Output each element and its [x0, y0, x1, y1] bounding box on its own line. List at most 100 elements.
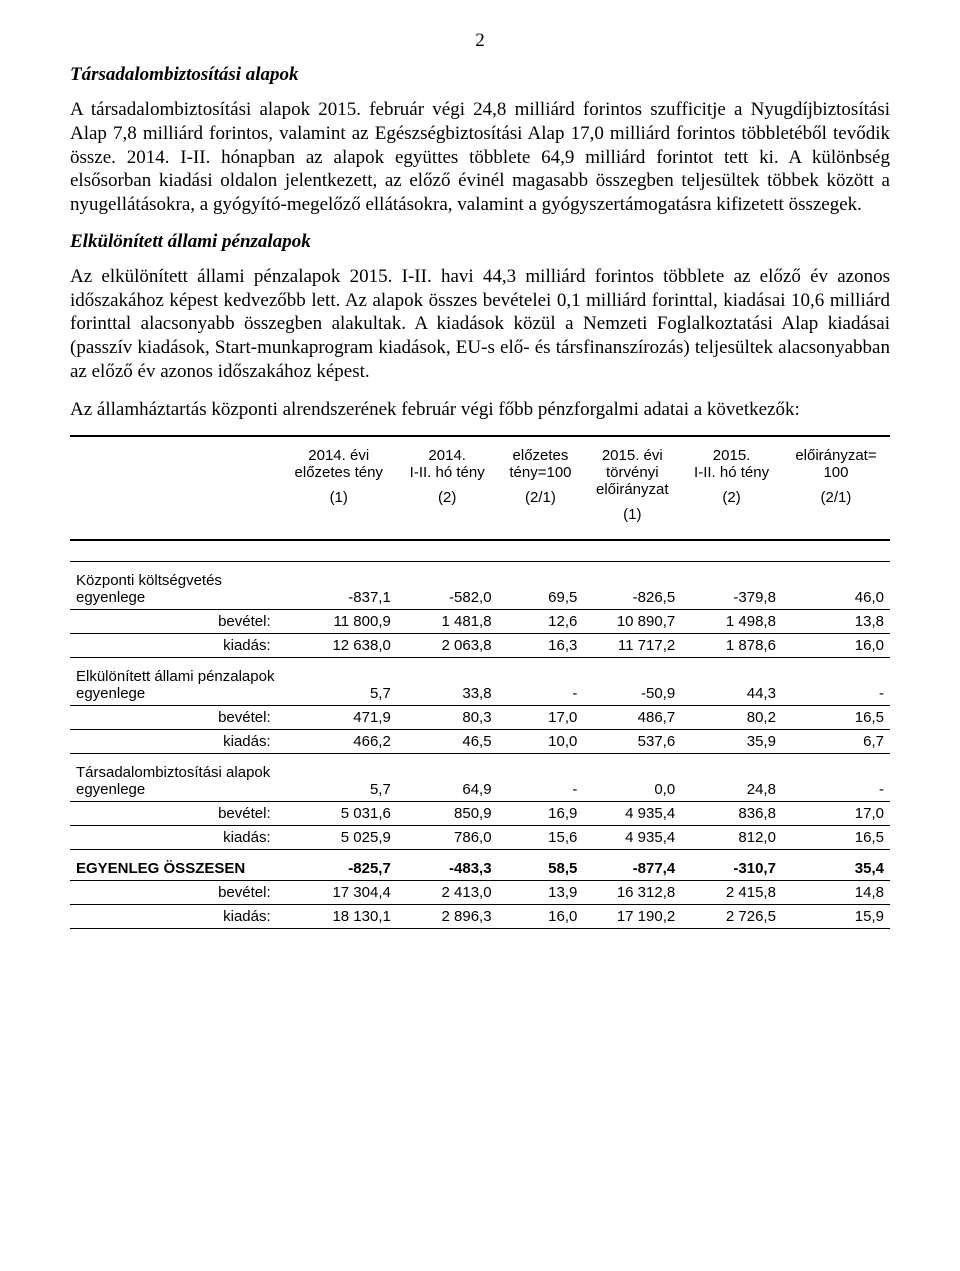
col-header-0: 2014. évielőzetes tény(1)	[281, 436, 397, 540]
cell: -	[782, 754, 890, 802]
cell: 850,9	[397, 802, 498, 826]
cell: 12,6	[498, 610, 584, 634]
cell: 1 878,6	[681, 634, 782, 658]
cell: 15,6	[498, 826, 584, 850]
cell: 46,0	[782, 562, 890, 610]
cell: 5 031,6	[281, 802, 397, 826]
cell: 10 890,7	[583, 610, 681, 634]
col-header-4: 2015.I-II. hó tény(2)	[681, 436, 782, 540]
cell: 10,0	[498, 730, 584, 754]
cell: 18 130,1	[281, 905, 397, 929]
row-label: Központi költségvetés egyenlege	[70, 562, 281, 610]
cell: 6,7	[782, 730, 890, 754]
table-row: kiadás:466,246,510,0537,635,96,7	[70, 730, 890, 754]
spacer-row	[70, 540, 890, 562]
cell: 537,6	[583, 730, 681, 754]
section-title-1: Társadalombiztosítási alapok	[70, 64, 890, 86]
cell: 12 638,0	[281, 634, 397, 658]
row-label-sub: kiadás:	[70, 634, 281, 658]
cell: 11 800,9	[281, 610, 397, 634]
cell: 0,0	[583, 754, 681, 802]
row-label: Elkülönített állami pénzalapok egyenlege	[70, 658, 281, 706]
cell: 4 935,4	[583, 826, 681, 850]
page-number: 2	[70, 30, 890, 52]
cell: 58,5	[498, 850, 584, 881]
table-row: bevétel:471,980,317,0486,780,216,5	[70, 706, 890, 730]
table-intro: Az államháztartás központi alrendszeréne…	[70, 398, 890, 422]
cell: 33,8	[397, 658, 498, 706]
cell: 35,4	[782, 850, 890, 881]
cell: 2 896,3	[397, 905, 498, 929]
cell: -	[498, 754, 584, 802]
row-label: EGYENLEG ÖSSZESEN	[70, 850, 281, 881]
cell: 24,8	[681, 754, 782, 802]
cell: 16,0	[498, 905, 584, 929]
cell: 44,3	[681, 658, 782, 706]
section-title-2: Elkülönített állami pénzalapok	[70, 231, 890, 253]
row-label-sub: kiadás:	[70, 730, 281, 754]
table-row: kiadás:5 025,9786,015,64 935,4812,016,5	[70, 826, 890, 850]
table-row: Elkülönített állami pénzalapok egyenlege…	[70, 658, 890, 706]
col-header-1: 2014.I-II. hó tény(2)	[397, 436, 498, 540]
cell: 471,9	[281, 706, 397, 730]
cell: 812,0	[681, 826, 782, 850]
cell: 2 413,0	[397, 881, 498, 905]
cell: -582,0	[397, 562, 498, 610]
cell: 836,8	[681, 802, 782, 826]
cell: 16 312,8	[583, 881, 681, 905]
table-row: kiadás:18 130,12 896,316,017 190,22 726,…	[70, 905, 890, 929]
col-header-3: 2015. évitörvényielőirányzat(1)	[583, 436, 681, 540]
data-table: 2014. évielőzetes tény(1)2014.I-II. hó t…	[70, 435, 890, 929]
table-row: bevétel:5 031,6850,916,94 935,4836,817,0	[70, 802, 890, 826]
cell: 14,8	[782, 881, 890, 905]
cell: -826,5	[583, 562, 681, 610]
paragraph-2: Az elkülönített állami pénzalapok 2015. …	[70, 265, 890, 384]
row-label-sub: bevétel:	[70, 610, 281, 634]
cell: 4 935,4	[583, 802, 681, 826]
cell: 16,3	[498, 634, 584, 658]
table-head: 2014. évielőzetes tény(1)2014.I-II. hó t…	[70, 436, 890, 540]
cell: 15,9	[782, 905, 890, 929]
page: 2 Társadalombiztosítási alapok A társada…	[0, 0, 960, 969]
cell: 1 481,8	[397, 610, 498, 634]
cell: 5,7	[281, 754, 397, 802]
cell: -50,9	[583, 658, 681, 706]
row-label-sub: bevétel:	[70, 802, 281, 826]
cell: 5,7	[281, 658, 397, 706]
cell: 17,0	[498, 706, 584, 730]
paragraph-1: A társadalombiztosítási alapok 2015. feb…	[70, 98, 890, 217]
cell: 17 190,2	[583, 905, 681, 929]
cell: 486,7	[583, 706, 681, 730]
table-header-row: 2014. évielőzetes tény(1)2014.I-II. hó t…	[70, 436, 890, 540]
table-body: Központi költségvetés egyenlege-837,1-58…	[70, 540, 890, 929]
table-row: bevétel:17 304,42 413,013,916 312,82 415…	[70, 881, 890, 905]
cell: 13,9	[498, 881, 584, 905]
cell: 2 415,8	[681, 881, 782, 905]
cell: -825,7	[281, 850, 397, 881]
cell: 17,0	[782, 802, 890, 826]
cell: 16,5	[782, 706, 890, 730]
cell: 16,5	[782, 826, 890, 850]
table-row: EGYENLEG ÖSSZESEN-825,7-483,358,5-877,4-…	[70, 850, 890, 881]
cell: -837,1	[281, 562, 397, 610]
cell: 69,5	[498, 562, 584, 610]
cell: 2 063,8	[397, 634, 498, 658]
row-label-sub: bevétel:	[70, 706, 281, 730]
cell: 80,2	[681, 706, 782, 730]
cell: 16,9	[498, 802, 584, 826]
col-header-5: előirányzat=100(2/1)	[782, 436, 890, 540]
cell: 46,5	[397, 730, 498, 754]
table-row: Központi költségvetés egyenlege-837,1-58…	[70, 562, 890, 610]
table-row: Társadalombiztosítási alapok egyenlege5,…	[70, 754, 890, 802]
cell: 2 726,5	[681, 905, 782, 929]
cell: 5 025,9	[281, 826, 397, 850]
cell: 16,0	[782, 634, 890, 658]
col-header-2: előzetestény=100(2/1)	[498, 436, 584, 540]
cell: 35,9	[681, 730, 782, 754]
cell: -310,7	[681, 850, 782, 881]
cell: 13,8	[782, 610, 890, 634]
cell: 11 717,2	[583, 634, 681, 658]
cell: -	[498, 658, 584, 706]
header-empty	[70, 436, 281, 540]
cell: -379,8	[681, 562, 782, 610]
